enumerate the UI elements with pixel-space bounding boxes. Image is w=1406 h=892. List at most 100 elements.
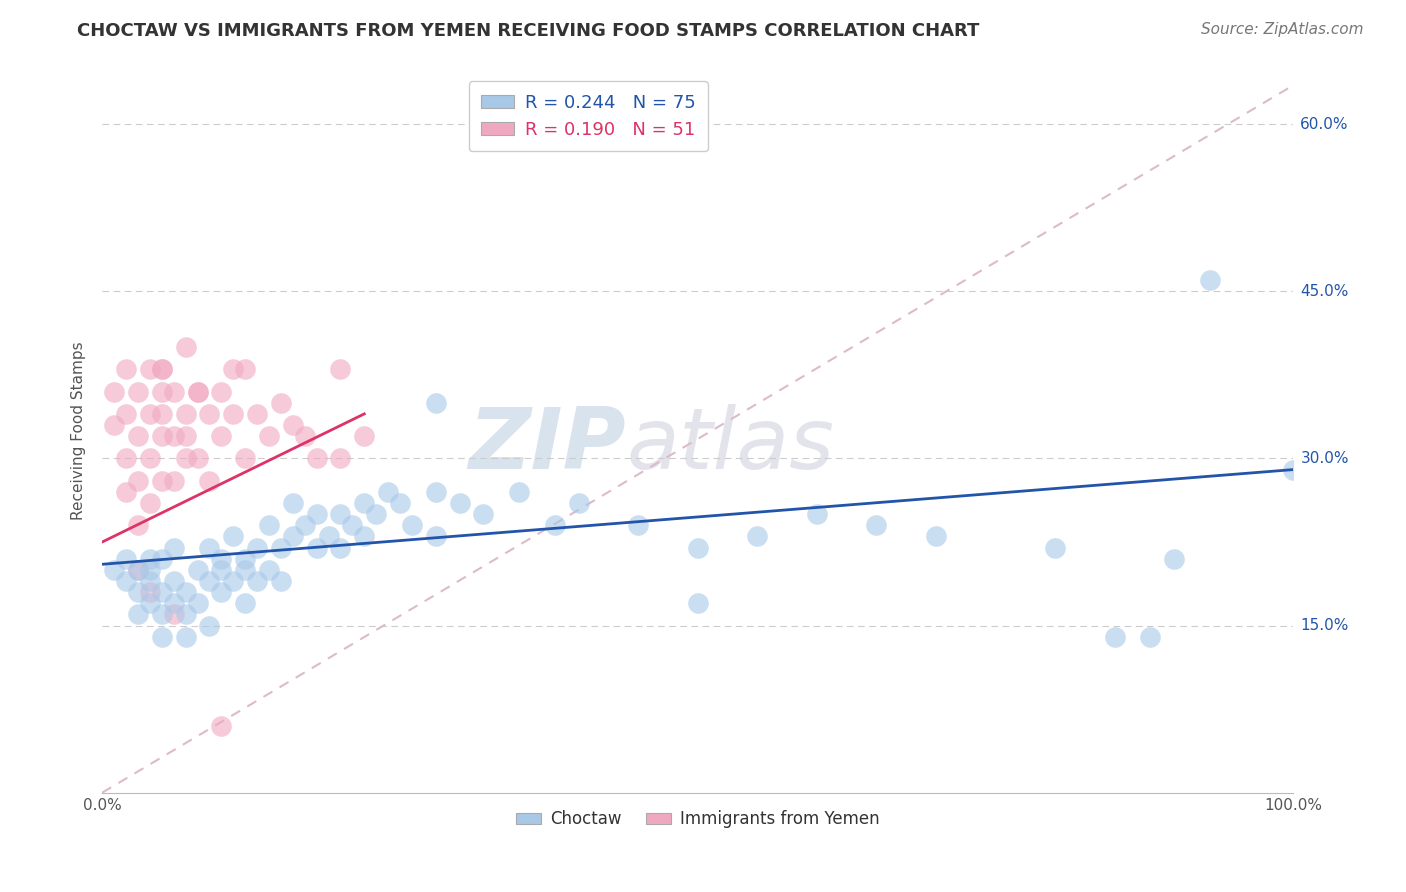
Point [186, 451, 208, 466]
Point [270, 574, 292, 588]
Point [163, 541, 186, 555]
Point [186, 384, 208, 399]
Point [353, 529, 375, 543]
Point [150, 407, 173, 421]
Point [925, 529, 948, 543]
Text: 15.0%: 15.0% [1301, 618, 1348, 633]
Point [209, 429, 232, 443]
Point [257, 563, 280, 577]
Point [174, 630, 197, 644]
Point [209, 384, 232, 399]
Point [115, 451, 138, 466]
Point [806, 507, 828, 521]
Point [150, 474, 173, 488]
Point [1043, 541, 1066, 555]
Y-axis label: Receiving Food Stamps: Receiving Food Stamps [72, 342, 86, 520]
Point [865, 518, 887, 533]
Point [103, 384, 125, 399]
Point [305, 451, 328, 466]
Point [127, 429, 149, 443]
Point [568, 496, 591, 510]
Point [472, 507, 495, 521]
Point [209, 719, 232, 733]
Point [425, 484, 447, 499]
Text: 30.0%: 30.0% [1301, 451, 1348, 466]
Point [222, 529, 245, 543]
Point [1139, 630, 1161, 644]
Point [747, 529, 769, 543]
Point [115, 551, 138, 566]
Point [186, 563, 208, 577]
Point [329, 451, 352, 466]
Point [150, 607, 173, 622]
Point [342, 518, 364, 533]
Point [174, 429, 197, 443]
Point [163, 474, 186, 488]
Point [388, 496, 411, 510]
Point [686, 541, 709, 555]
Point [544, 518, 567, 533]
Point [686, 596, 709, 610]
Point [163, 384, 186, 399]
Point [257, 429, 280, 443]
Point [150, 551, 173, 566]
Point [1282, 462, 1305, 476]
Text: atlas: atlas [626, 403, 834, 486]
Point [127, 474, 149, 488]
Point [294, 518, 316, 533]
Point [115, 407, 138, 421]
Point [198, 541, 221, 555]
Point [425, 529, 447, 543]
Point [1104, 630, 1126, 644]
Point [329, 507, 352, 521]
Point [163, 607, 186, 622]
Point [281, 417, 304, 432]
Text: ZIP: ZIP [468, 403, 626, 486]
Point [246, 407, 269, 421]
Point [139, 362, 162, 376]
Point [150, 362, 173, 376]
Point [103, 563, 125, 577]
Point [318, 529, 340, 543]
Point [139, 451, 162, 466]
Point [139, 407, 162, 421]
Point [401, 518, 423, 533]
Point [139, 574, 162, 588]
Point [294, 429, 316, 443]
Text: Source: ZipAtlas.com: Source: ZipAtlas.com [1201, 22, 1364, 37]
Point [233, 563, 256, 577]
Point [209, 551, 232, 566]
Point [425, 395, 447, 409]
Point [174, 607, 197, 622]
Point [270, 395, 292, 409]
Text: 60.0%: 60.0% [1301, 117, 1348, 132]
Point [174, 451, 197, 466]
Point [186, 596, 208, 610]
Point [127, 585, 149, 599]
Point [198, 474, 221, 488]
Point [163, 574, 186, 588]
Point [257, 518, 280, 533]
Point [127, 518, 149, 533]
Point [150, 630, 173, 644]
Point [127, 563, 149, 577]
Point [209, 563, 232, 577]
Point [353, 429, 375, 443]
Point [233, 596, 256, 610]
Point [222, 574, 245, 588]
Point [1163, 551, 1185, 566]
Point [139, 585, 162, 599]
Point [329, 362, 352, 376]
Point [222, 407, 245, 421]
Point [139, 496, 162, 510]
Point [150, 384, 173, 399]
Point [366, 507, 388, 521]
Point [127, 563, 149, 577]
Point [163, 596, 186, 610]
Point [233, 362, 256, 376]
Point [139, 596, 162, 610]
Point [115, 484, 138, 499]
Point [163, 429, 186, 443]
Point [270, 541, 292, 555]
Point [198, 574, 221, 588]
